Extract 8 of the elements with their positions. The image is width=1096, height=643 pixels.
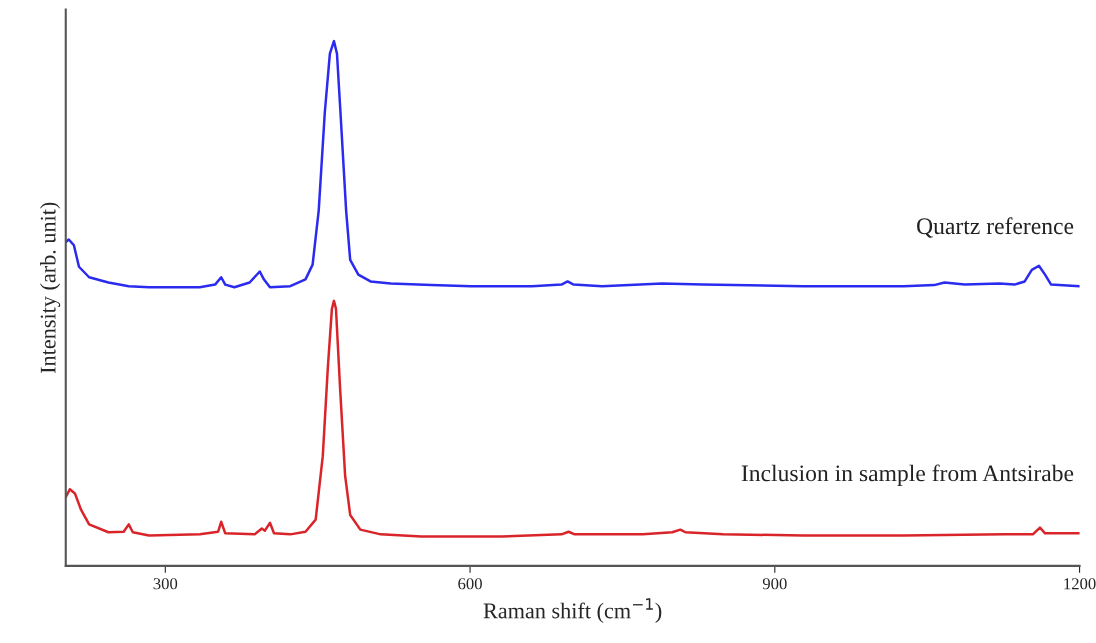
x-tick-label: 300 (153, 578, 178, 590)
x-tick-label: 600 (458, 578, 482, 590)
series-label: Inclusion in sample from Antsirabe (741, 464, 1074, 487)
y-axis-title: Intensity (arb. unit) (39, 202, 61, 374)
x-tick-label: 1200 (1064, 578, 1096, 590)
x-axis-title: Raman shift (cm$^{−1}$) (483, 598, 662, 623)
series-label: Quartz reference (917, 217, 1074, 238)
x-tick-label: 900 (762, 578, 787, 590)
